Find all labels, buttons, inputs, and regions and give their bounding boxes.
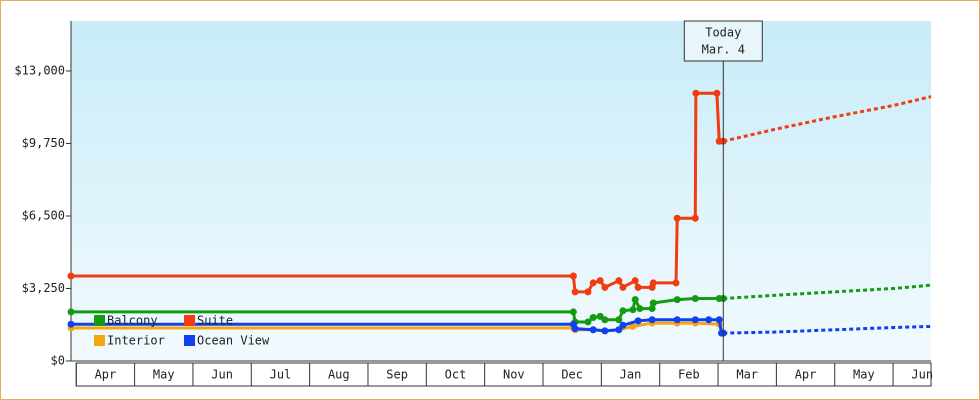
data-point: [691, 214, 699, 222]
data-point: [691, 295, 699, 303]
x-tick-label: Apr: [95, 368, 117, 382]
data-point: [672, 279, 680, 287]
data-point: [715, 316, 723, 324]
data-point: [673, 296, 681, 304]
data-point: [589, 326, 597, 334]
legend-label: Interior: [107, 334, 165, 348]
x-tick-label: Apr: [795, 368, 817, 382]
data-point: [571, 288, 579, 296]
data-point: [629, 322, 637, 330]
data-point: [615, 316, 623, 324]
data-point: [649, 299, 657, 307]
x-tick-label: Dec: [561, 368, 583, 382]
data-point: [584, 288, 592, 296]
forecast-line: [723, 324, 932, 335]
today-label: Mar. 4: [702, 43, 745, 57]
data-point: [67, 272, 75, 280]
data-point: [589, 279, 597, 287]
data-point: [673, 316, 681, 324]
y-tick-label: $6,500: [22, 208, 65, 222]
data-point: [67, 320, 75, 328]
legend-swatch: [184, 335, 195, 346]
data-point: [569, 308, 577, 316]
data-point: [631, 277, 639, 285]
y-tick-label: $0: [51, 354, 65, 368]
data-point: [634, 317, 642, 325]
x-tick-label: Jun: [211, 368, 233, 382]
data-point: [629, 306, 637, 314]
data-point: [692, 89, 700, 97]
x-tick-label: May: [853, 368, 875, 382]
x-tick-label: Mar: [736, 368, 758, 382]
data-point: [691, 316, 699, 324]
data-point: [631, 296, 639, 304]
forecast-line: [723, 283, 932, 301]
forecast-line: [722, 95, 932, 143]
legend-swatch: [184, 315, 195, 326]
data-point: [673, 214, 681, 222]
data-point: [619, 283, 627, 291]
data-point: [596, 277, 604, 285]
y-tick-label: $3,250: [22, 281, 65, 295]
legend-label: Balcony: [107, 314, 158, 328]
data-point: [589, 313, 597, 321]
data-point: [615, 326, 623, 334]
data-point: [601, 283, 609, 291]
data-point: [648, 305, 656, 313]
data-point: [636, 305, 644, 313]
data-point: [619, 321, 627, 329]
data-point: [649, 279, 657, 287]
data-point: [569, 272, 577, 280]
today-label: Today: [705, 26, 741, 40]
x-tick-label: Oct: [445, 368, 467, 382]
data-point: [705, 316, 713, 324]
y-tick-label: $13,000: [14, 63, 65, 77]
today-box: [683, 20, 763, 62]
legend-label: Suite: [197, 314, 233, 328]
data-point: [67, 308, 75, 316]
data-point: [615, 277, 623, 285]
data-point: [619, 307, 627, 315]
x-tick-label: Aug: [328, 368, 350, 382]
data-point: [584, 318, 592, 326]
data-point: [601, 316, 609, 324]
legend-swatch: [94, 335, 105, 346]
x-tick-label: Nov: [503, 368, 525, 382]
legend-label: Ocean View: [197, 334, 270, 348]
data-point: [571, 325, 579, 333]
x-tick-label: Jun: [911, 368, 933, 382]
y-tick-label: $9,750: [22, 136, 65, 150]
legend-swatch: [94, 315, 105, 326]
x-tick-label: Sep: [386, 368, 408, 382]
data-point: [634, 283, 642, 291]
data-point: [648, 316, 656, 324]
x-tick-label: Jul: [270, 368, 292, 382]
data-point: [601, 327, 609, 335]
plot-area: [71, 21, 931, 361]
x-tick-label: May: [153, 368, 175, 382]
x-tick-label: Jan: [620, 368, 642, 382]
x-tick-label: Feb: [678, 368, 700, 382]
data-point: [713, 89, 721, 97]
